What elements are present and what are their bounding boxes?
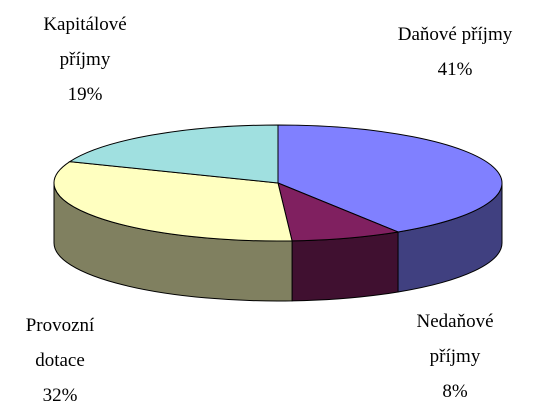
value-label: 8% xyxy=(442,381,468,402)
value-label: 32% xyxy=(42,385,78,403)
pie-slice xyxy=(277,182,400,242)
pie-slice xyxy=(53,161,293,242)
pie-slice xyxy=(68,124,279,184)
category-label: Kapitálové příjmy xyxy=(43,14,127,70)
category-label: Daňové příjmy xyxy=(397,24,513,45)
pie-slice-side xyxy=(291,231,399,302)
pie-slice xyxy=(277,124,503,233)
value-label: 41% xyxy=(437,59,473,80)
value-label: 19% xyxy=(67,84,103,105)
slice-label: Provozní dotace 32% xyxy=(0,308,120,403)
slice-label: Kapitálové příjmy 19% xyxy=(25,7,145,112)
slice-label: Nedaňové příjmy 8% xyxy=(405,304,505,403)
category-label: Provozní dotace xyxy=(25,315,95,371)
slice-label: Daňové příjmy 41% xyxy=(370,17,535,87)
category-label: Nedaňové příjmy xyxy=(416,311,494,367)
